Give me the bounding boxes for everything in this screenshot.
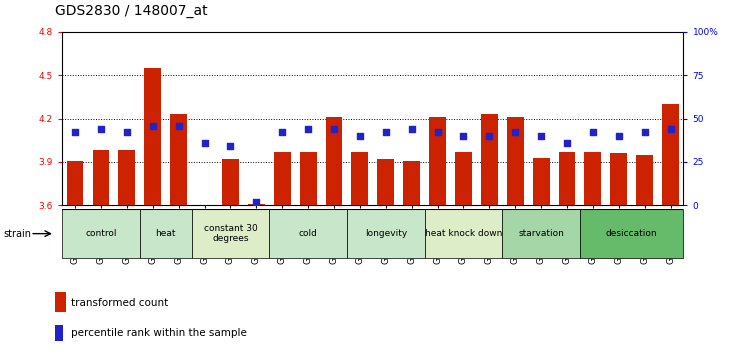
- Bar: [507, 117, 523, 205]
- Bar: [585, 152, 602, 205]
- Text: constant 30
degrees: constant 30 degrees: [203, 224, 257, 243]
- Bar: [377, 159, 394, 205]
- Bar: [429, 117, 446, 205]
- Point: [354, 133, 366, 139]
- Point: [380, 130, 392, 135]
- Text: cold: cold: [299, 229, 317, 238]
- Point: [406, 126, 417, 132]
- Bar: [55, 292, 66, 312]
- Text: longevity: longevity: [365, 229, 407, 238]
- Bar: [62, 209, 140, 258]
- Bar: [502, 209, 580, 258]
- Point: [251, 199, 262, 205]
- Bar: [636, 155, 653, 205]
- Point: [483, 133, 495, 139]
- Bar: [93, 150, 110, 205]
- Point: [276, 130, 288, 135]
- Point: [535, 133, 547, 139]
- Point: [199, 140, 211, 146]
- Bar: [455, 152, 471, 205]
- Point: [432, 130, 444, 135]
- Bar: [55, 325, 63, 341]
- Text: percentile rank within the sample: percentile rank within the sample: [72, 327, 247, 338]
- Point: [173, 123, 184, 129]
- Bar: [269, 209, 347, 258]
- Bar: [558, 152, 575, 205]
- Bar: [196, 205, 213, 265]
- Bar: [425, 209, 502, 258]
- Bar: [404, 160, 420, 205]
- Text: starvation: starvation: [518, 229, 564, 238]
- Bar: [352, 152, 368, 205]
- Bar: [67, 160, 83, 205]
- Point: [613, 133, 624, 139]
- Bar: [222, 159, 239, 205]
- Bar: [118, 150, 135, 205]
- Bar: [533, 158, 550, 205]
- Point: [302, 126, 314, 132]
- Point: [561, 140, 573, 146]
- Text: transformed count: transformed count: [72, 298, 169, 308]
- Point: [458, 133, 469, 139]
- Text: GDS2830 / 148007_at: GDS2830 / 148007_at: [55, 4, 208, 18]
- Bar: [610, 153, 627, 205]
- Bar: [325, 117, 342, 205]
- Point: [121, 130, 133, 135]
- Point: [587, 130, 599, 135]
- Bar: [144, 68, 161, 205]
- Text: desiccation: desiccation: [606, 229, 657, 238]
- Bar: [580, 209, 683, 258]
- Text: heat knock down: heat knock down: [425, 229, 502, 238]
- Bar: [140, 209, 192, 258]
- Point: [639, 130, 651, 135]
- Point: [510, 130, 521, 135]
- Text: heat: heat: [156, 229, 176, 238]
- Bar: [274, 152, 291, 205]
- Bar: [170, 114, 187, 205]
- Point: [664, 126, 676, 132]
- Point: [328, 126, 340, 132]
- Text: control: control: [86, 229, 117, 238]
- Bar: [300, 152, 317, 205]
- Bar: [248, 204, 265, 205]
- Bar: [662, 104, 679, 205]
- Point: [69, 130, 81, 135]
- Text: strain: strain: [4, 229, 31, 239]
- Bar: [481, 114, 498, 205]
- Point: [224, 143, 236, 149]
- Bar: [347, 209, 425, 258]
- Point: [147, 123, 159, 129]
- Bar: [192, 209, 269, 258]
- Point: [95, 126, 107, 132]
